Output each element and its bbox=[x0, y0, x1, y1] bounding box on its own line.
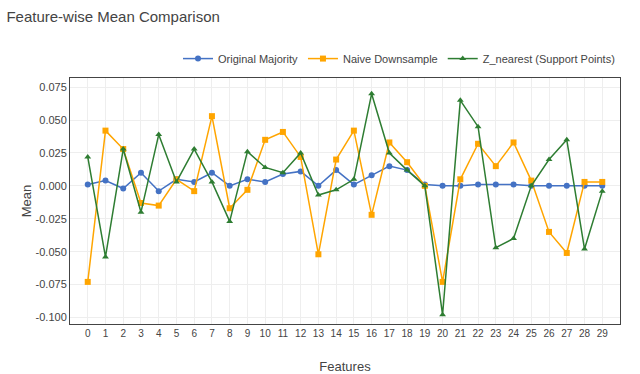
svg-text:Z_nearest (Support Points): Z_nearest (Support Points) bbox=[483, 53, 615, 65]
svg-text:4: 4 bbox=[156, 328, 162, 339]
svg-text:0.025: 0.025 bbox=[39, 147, 67, 159]
svg-text:24: 24 bbox=[508, 328, 520, 339]
svg-text:0: 0 bbox=[85, 328, 91, 339]
svg-text:28: 28 bbox=[579, 328, 591, 339]
svg-text:0.050: 0.050 bbox=[39, 114, 67, 126]
svg-text:20: 20 bbox=[437, 328, 449, 339]
svg-text:-0.075: -0.075 bbox=[36, 278, 67, 290]
svg-text:1: 1 bbox=[103, 328, 109, 339]
svg-text:0.075: 0.075 bbox=[39, 81, 67, 93]
svg-text:21: 21 bbox=[455, 328, 467, 339]
svg-text:26: 26 bbox=[543, 328, 555, 339]
svg-text:Features: Features bbox=[319, 359, 371, 374]
svg-text:8: 8 bbox=[227, 328, 233, 339]
svg-text:25: 25 bbox=[526, 328, 538, 339]
svg-text:6: 6 bbox=[191, 328, 197, 339]
svg-text:-0.100: -0.100 bbox=[36, 311, 67, 323]
svg-text:2: 2 bbox=[120, 328, 126, 339]
svg-text:-0.050: -0.050 bbox=[36, 246, 67, 258]
svg-text:5: 5 bbox=[174, 328, 180, 339]
svg-text:17: 17 bbox=[384, 328, 396, 339]
svg-text:11: 11 bbox=[278, 328, 289, 339]
svg-text:3: 3 bbox=[138, 328, 144, 339]
svg-text:27: 27 bbox=[561, 328, 573, 339]
svg-text:-0.025: -0.025 bbox=[36, 213, 67, 225]
svg-text:Feature-wise Mean Comparison: Feature-wise Mean Comparison bbox=[6, 8, 219, 25]
svg-text:18: 18 bbox=[402, 328, 414, 339]
svg-text:Naive Downsample: Naive Downsample bbox=[343, 53, 438, 65]
svg-text:14: 14 bbox=[331, 328, 343, 339]
svg-text:Mean: Mean bbox=[19, 185, 34, 218]
svg-text:0.000: 0.000 bbox=[39, 180, 67, 192]
svg-text:10: 10 bbox=[260, 328, 272, 339]
svg-text:7: 7 bbox=[209, 328, 215, 339]
svg-text:9: 9 bbox=[245, 328, 251, 339]
svg-text:12: 12 bbox=[295, 328, 307, 339]
svg-text:Original Majority: Original Majority bbox=[218, 53, 298, 65]
svg-text:23: 23 bbox=[490, 328, 502, 339]
svg-text:22: 22 bbox=[472, 328, 484, 339]
svg-text:29: 29 bbox=[597, 328, 609, 339]
svg-text:19: 19 bbox=[419, 328, 431, 339]
svg-text:13: 13 bbox=[313, 328, 325, 339]
svg-text:16: 16 bbox=[366, 328, 378, 339]
svg-text:15: 15 bbox=[348, 328, 360, 339]
